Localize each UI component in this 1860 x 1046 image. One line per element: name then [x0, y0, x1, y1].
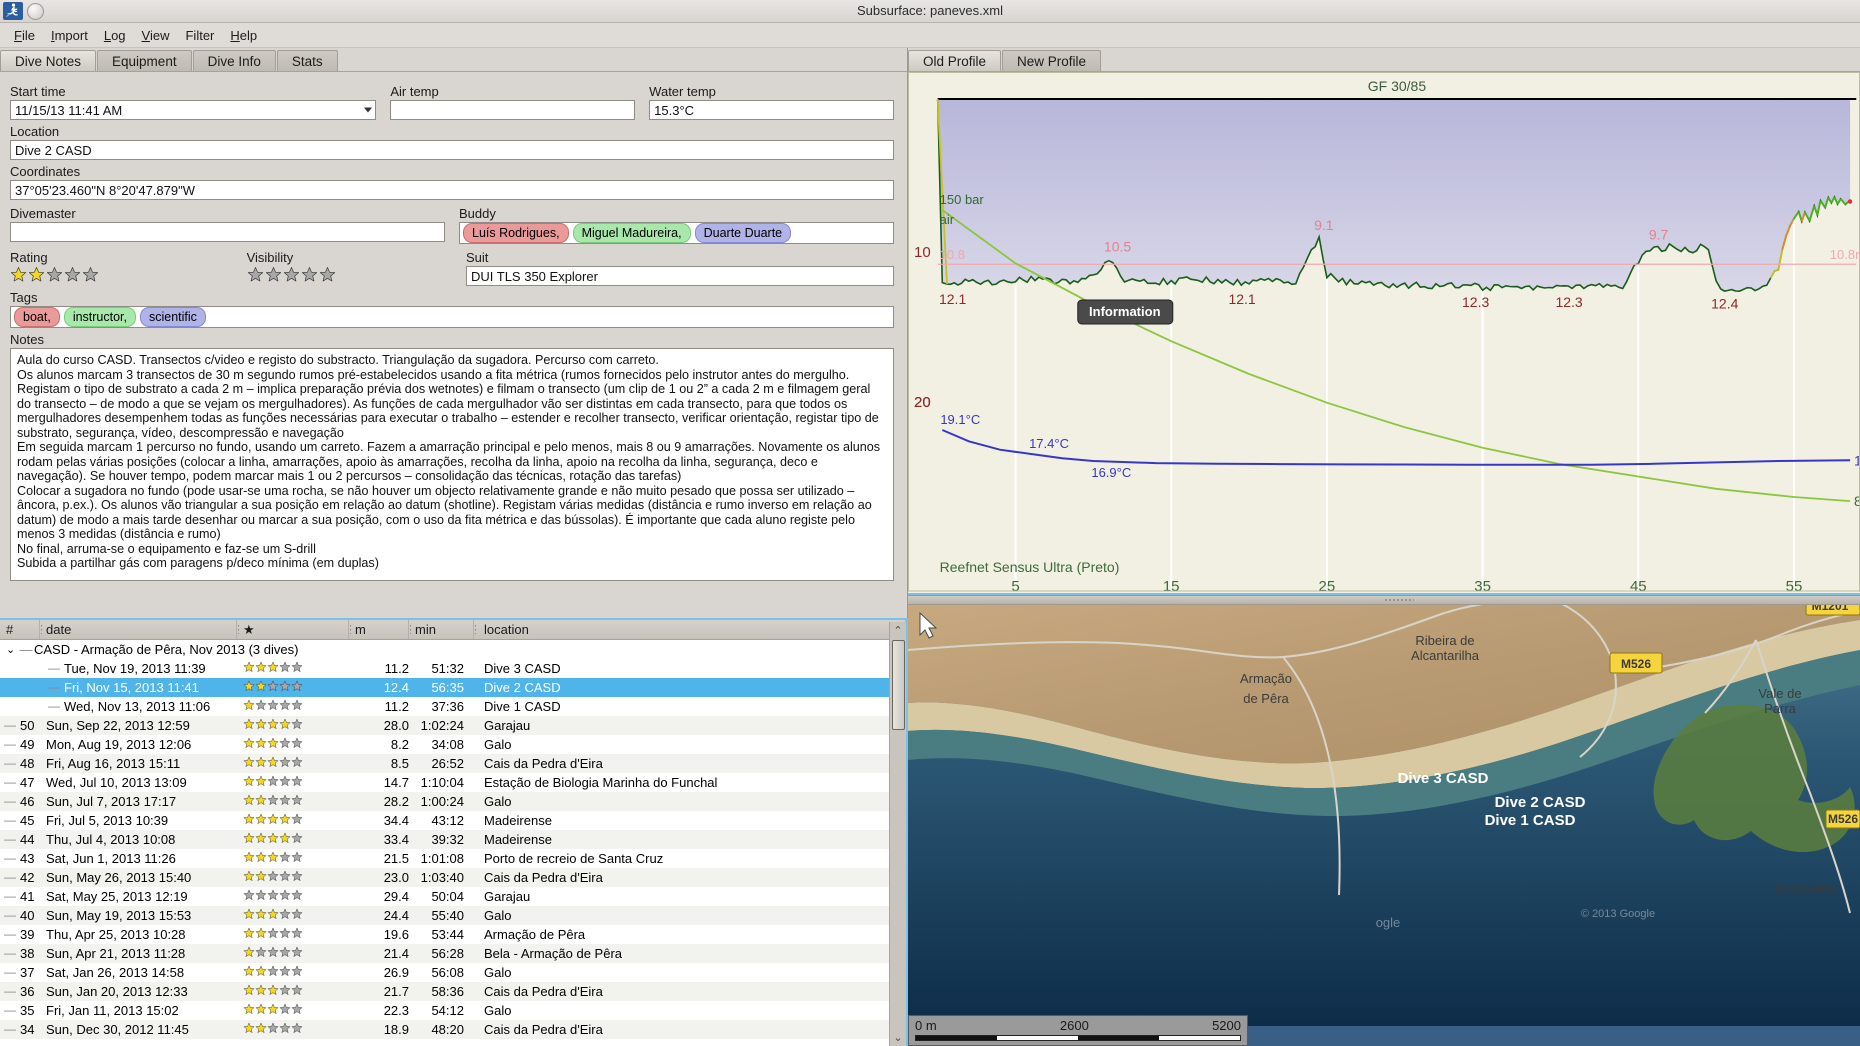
svg-text:20: 20: [914, 394, 931, 411]
svg-text:12.1: 12.1: [1228, 291, 1255, 307]
svg-text:5: 5: [1011, 578, 1019, 595]
svg-text:12.4: 12.4: [1711, 296, 1738, 312]
svg-text:ogle: ogle: [1376, 915, 1401, 930]
svg-text:Ribeira de: Ribeira de: [1415, 633, 1474, 648]
svg-text:Sesmarias: Sesmarias: [1774, 881, 1836, 896]
svg-text:M526: M526: [1621, 657, 1651, 671]
svg-text:15: 15: [1163, 578, 1180, 595]
svg-text:35: 35: [1474, 578, 1491, 595]
svg-text:17.4°C: 17.4°C: [1029, 436, 1069, 451]
svg-text:9.1: 9.1: [1314, 217, 1334, 233]
svg-text:150 bar: 150 bar: [940, 192, 985, 207]
svg-text:10: 10: [914, 244, 931, 261]
svg-text:© 2013 Google: © 2013 Google: [1581, 908, 1655, 920]
svg-text:Dive 1 CASD: Dive 1 CASD: [1485, 812, 1576, 829]
svg-text:Alcantarilha: Alcantarilha: [1411, 648, 1480, 663]
svg-text:10.8m: 10.8m: [1830, 247, 1860, 262]
svg-text:M526: M526: [1828, 812, 1858, 826]
svg-text:Armação: Armação: [1240, 671, 1292, 686]
svg-text:Dive 3 CASD: Dive 3 CASD: [1398, 770, 1489, 787]
svg-text:16.9°C: 16.9°C: [1091, 465, 1131, 480]
svg-text:55: 55: [1786, 578, 1803, 595]
svg-text:12.3: 12.3: [1555, 294, 1582, 310]
svg-text:de Pêra: de Pêra: [1243, 691, 1289, 706]
svg-text:19.1°C: 19.1°C: [940, 412, 980, 427]
svg-text:9.7: 9.7: [1649, 226, 1669, 242]
svg-text:Information: Information: [1089, 304, 1161, 319]
svg-text:GF 30/85: GF 30/85: [1368, 78, 1427, 94]
svg-text:Parra: Parra: [1764, 701, 1797, 716]
svg-text:25: 25: [1319, 578, 1336, 595]
svg-text:10.8: 10.8: [940, 247, 965, 262]
svg-text:45: 45: [1630, 578, 1647, 595]
svg-text:12.3: 12.3: [1462, 294, 1489, 310]
svg-text:M1201: M1201: [1812, 605, 1849, 613]
svg-text:10.5: 10.5: [1104, 239, 1131, 255]
svg-text:air: air: [940, 212, 955, 227]
svg-text:Reefnet Sensus Ultra (Preto): Reefnet Sensus Ultra (Preto): [940, 559, 1120, 575]
svg-text:Vale de: Vale de: [1758, 686, 1801, 701]
svg-text:Dive 2 CASD: Dive 2 CASD: [1495, 794, 1586, 811]
svg-text:12.1: 12.1: [939, 291, 966, 307]
